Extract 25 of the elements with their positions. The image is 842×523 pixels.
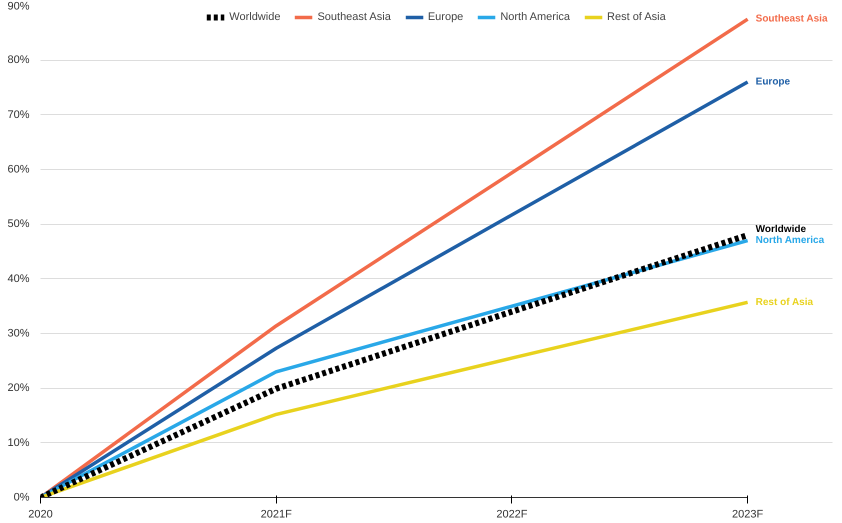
text: North America <box>756 235 824 246</box>
x-tick-label: 2022F <box>496 508 528 520</box>
x-tick-label: 2023F <box>732 508 764 520</box>
text: Rest of Asia <box>756 296 814 308</box>
text: Worldwide <box>756 224 806 236</box>
y-tick-label: 90% <box>7 0 30 12</box>
x-tick-label: 2021F <box>260 508 292 520</box>
x-tick-label: 2020 <box>28 508 53 520</box>
y-tick-label: 60% <box>7 164 30 176</box>
legend-label: North America <box>500 11 570 23</box>
y-tick-label: 40% <box>7 272 30 285</box>
y-tick-label: 30% <box>7 328 30 340</box>
text: Europe <box>756 76 790 88</box>
y-tick-label: 20% <box>7 382 30 394</box>
y-tick-label: 0% <box>14 492 30 504</box>
legend-label: Southeast Asia <box>317 11 391 23</box>
text: Southeast Asia <box>756 14 828 25</box>
line-series <box>40 300 750 498</box>
legend-label: Worldwide <box>229 11 280 23</box>
legend-label: Europe <box>428 11 464 23</box>
y-tick-label: 50% <box>7 218 30 230</box>
y-tick-label: 70% <box>7 108 30 121</box>
y-tick-label: 10% <box>7 436 30 449</box>
y-tick-label: 80% <box>7 54 30 66</box>
legend-label: Rest of Asia <box>607 11 666 23</box>
